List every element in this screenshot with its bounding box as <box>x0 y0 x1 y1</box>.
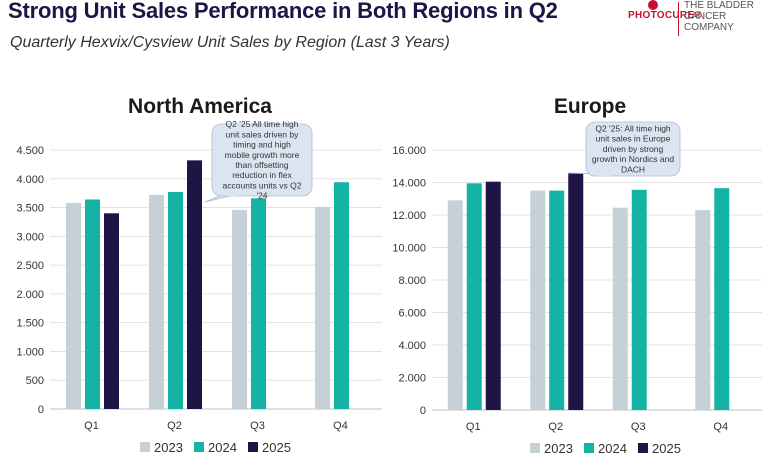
logo-divider <box>678 2 679 36</box>
legend-swatch-2023 <box>530 443 540 453</box>
y-tick-label: 1.000 <box>16 346 44 358</box>
legend-swatch-2025 <box>638 443 648 453</box>
x-tick-label: Q4 <box>713 421 728 433</box>
bar-2024-q2 <box>549 190 565 410</box>
bar-2024-q1 <box>85 199 100 409</box>
company-logo: PHOTOCURE® THE BLADDER CANCER COMPANY <box>628 0 778 40</box>
legend-label-2024: 2024 <box>598 441 627 456</box>
bar-2024-q2 <box>168 192 183 409</box>
y-tick-label: 4.500 <box>16 145 44 157</box>
bar-2023-q1 <box>66 202 81 409</box>
y-tick-label: 1.500 <box>16 318 44 330</box>
y-tick-label: 4.000 <box>16 174 44 186</box>
x-tick-label: Q1 <box>84 420 99 432</box>
logo-wordmark: PHOTOCURE® <box>628 10 703 21</box>
legend-swatch-2025 <box>248 442 258 452</box>
bar-2023-q4 <box>695 210 711 410</box>
legend-swatch-2024 <box>194 442 204 452</box>
bar-2023-q4 <box>315 206 330 409</box>
y-tick-label: 10.000 <box>392 243 426 255</box>
legend-label-2025: 2025 <box>652 441 681 456</box>
page-title: Strong Unit Sales Performance in Both Re… <box>8 0 558 23</box>
bar-2023-q3 <box>232 209 247 409</box>
bar-2025-q1 <box>485 181 501 410</box>
y-tick-label: 8.000 <box>398 275 426 287</box>
panel-title: Europe <box>554 95 626 118</box>
logo-tagline: THE BLADDER CANCER COMPANY <box>684 0 755 33</box>
y-tick-label: 2.500 <box>16 260 44 272</box>
callout-text-line: unit sales driven by <box>226 129 300 139</box>
x-tick-label: Q2 <box>167 420 182 432</box>
legend-label-2024: 2024 <box>208 440 237 455</box>
x-tick-label: Q3 <box>250 420 265 432</box>
x-tick-label: Q3 <box>631 421 646 433</box>
callout-text-line: Q2 '25: All time high <box>595 124 671 134</box>
y-tick-label: 4.000 <box>398 340 426 352</box>
legend-label-2025: 2025 <box>262 440 291 455</box>
page-subtitle: Quarterly Hexvix/Cysview Unit Sales by R… <box>10 34 450 51</box>
callout-text-line: driven by strong <box>603 144 664 154</box>
y-tick-label: 2.000 <box>398 373 426 385</box>
callout-text-line: growth in Nordics and <box>592 154 674 164</box>
callout-text-line: timing and high <box>233 140 291 150</box>
x-tick-label: Q2 <box>548 421 563 433</box>
y-tick-label: 14.000 <box>392 178 426 190</box>
callout-text-line: DACH <box>621 164 645 174</box>
x-tick-label: Q4 <box>333 420 348 432</box>
callout-text-line: than offsetting <box>235 160 289 170</box>
callout-text-line: unit sales in Europe <box>596 134 671 144</box>
x-tick-label: Q1 <box>466 421 481 433</box>
panel-title: North America <box>128 95 272 118</box>
bar-2023-q2 <box>149 194 164 409</box>
bar-2024-q1 <box>466 183 482 410</box>
bar-2023-q2 <box>530 190 546 410</box>
callout-text-line: mobile growth more <box>225 150 300 160</box>
y-tick-label: 16.000 <box>392 145 426 157</box>
north-america-chart: North America 0 500 1.000 1.500 2.000 2.500 3.0… <box>16 95 382 455</box>
callout-text-line: Q2 '25 All time high <box>226 119 299 129</box>
y-tick-label: 6.000 <box>398 308 426 320</box>
callout-box <box>585 121 681 177</box>
bar-2025-q2 <box>568 173 584 410</box>
legend-label-2023: 2023 <box>544 441 573 456</box>
legend-label-2023: 2023 <box>154 440 183 455</box>
bar-2024-q4 <box>714 188 730 410</box>
y-tick-label: 3.500 <box>16 203 44 215</box>
legend-swatch-2024 <box>584 443 594 453</box>
callout-text-line: accounts units vs Q2 <box>223 180 302 190</box>
bar-2024-q3 <box>251 198 266 409</box>
logo-mark-icon <box>648 0 658 10</box>
legend-swatch-2023 <box>140 442 150 452</box>
bar-2025-q1 <box>104 213 119 409</box>
bar-2024-q4 <box>334 182 349 409</box>
y-tick-label: 500 <box>26 375 44 387</box>
bar-2023-q3 <box>612 207 628 410</box>
callout-seam <box>599 172 611 176</box>
callout-text-line: '24 <box>256 191 267 201</box>
y-tick-label: 0 <box>38 404 44 416</box>
callout-text-line: reduction in flex <box>232 170 292 180</box>
y-tick-label: 3.000 <box>16 231 44 243</box>
callout-seam <box>225 192 237 196</box>
bar-2025-q2 <box>187 160 202 409</box>
callout-box <box>211 123 313 197</box>
europe-chart: Europe 0 2.000 4.000 6.000 8.000 10.000 12.000 1… <box>392 95 762 456</box>
bar-2023-q1 <box>447 200 463 410</box>
y-tick-label: 12.000 <box>392 210 426 222</box>
bar-2024-q3 <box>631 189 647 410</box>
y-tick-label: 2.000 <box>16 289 44 301</box>
y-tick-label: 0 <box>420 405 426 417</box>
